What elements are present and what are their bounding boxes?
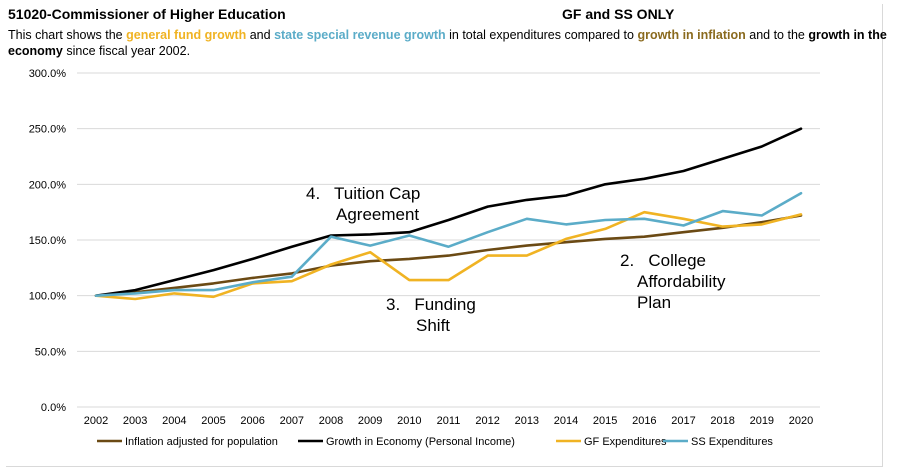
title-row: 51020-Commissioner of Higher Education G… xyxy=(8,6,888,24)
annotation-line: Shift xyxy=(416,316,450,335)
y-tick-label: 0.0% xyxy=(41,402,66,414)
x-tick-label: 2002 xyxy=(84,415,108,427)
y-tick-label: 200.0% xyxy=(29,179,67,191)
chart-header: 51020-Commissioner of Higher Education G… xyxy=(8,6,888,59)
x-tick-label: 2008 xyxy=(319,415,343,427)
annotation-line: 3. Funding xyxy=(386,295,476,314)
legend-label-economy: Growth in Economy (Personal Income) xyxy=(326,436,515,448)
y-tick-label: 250.0% xyxy=(29,124,67,136)
x-tick-label: 2007 xyxy=(280,415,304,427)
legend-label-inflation: Inflation adjusted for population xyxy=(125,436,278,448)
x-tick-label: 2016 xyxy=(632,415,656,427)
x-tick-label: 2014 xyxy=(554,415,578,427)
y-tick-label: 300.0% xyxy=(29,68,67,80)
x-tick-label: 2005 xyxy=(201,415,225,427)
series-line-inflation xyxy=(94,214,803,298)
desc-text-2: and xyxy=(246,28,275,42)
y-tick-label: 150.0% xyxy=(29,235,67,247)
chart-description: This chart shows the general fund growth… xyxy=(8,27,888,59)
series-line-ss xyxy=(94,191,803,298)
desc-text-1: This chart shows the xyxy=(8,28,127,42)
series-line-gf xyxy=(94,210,803,301)
desc-ss-highlight: state special revenue growth xyxy=(274,28,446,42)
desc-text-4: and to the xyxy=(745,28,809,42)
x-tick-label: 2010 xyxy=(397,415,421,427)
x-tick-label: 2017 xyxy=(671,415,695,427)
x-tick-label: 2006 xyxy=(240,415,264,427)
annotation-line: 4. Tuition Cap xyxy=(306,184,420,203)
x-tick-label: 2009 xyxy=(358,415,382,427)
x-tick-label: 2003 xyxy=(123,415,147,427)
series-line-economy xyxy=(94,127,803,298)
desc-text-5: since fiscal year 2002. xyxy=(62,44,191,58)
desc-inflation-highlight: growth in inflation xyxy=(637,28,746,42)
legend-label-gf: GF Expenditures xyxy=(584,436,667,448)
desc-economy-highlight: growth in the economy xyxy=(8,28,887,58)
annotation-line: 2. College xyxy=(620,251,706,270)
x-tick-label: 2015 xyxy=(593,415,617,427)
x-tick-label: 2011 xyxy=(437,415,461,427)
desc-gf-highlight: general fund growth xyxy=(126,28,247,42)
annotation-line: Agreement xyxy=(336,205,419,224)
chart-title: 51020-Commissioner of Higher Education xyxy=(8,6,286,22)
chart-scope-label: GF and SS ONLY xyxy=(562,6,675,22)
x-tick-label: 2012 xyxy=(475,415,499,427)
y-tick-label: 100.0% xyxy=(29,291,67,303)
x-tick-label: 2019 xyxy=(750,415,774,427)
annotation-line: Affordability xyxy=(637,272,726,291)
desc-text-3: in total expenditures compared to xyxy=(445,28,638,42)
x-tick-label: 2004 xyxy=(162,415,186,427)
x-tick-label: 2020 xyxy=(789,415,813,427)
y-tick-label: 50.0% xyxy=(35,346,66,358)
annotation-line: Plan xyxy=(637,293,671,312)
legend-label-ss: SS Expenditures xyxy=(691,436,773,448)
x-tick-label: 2018 xyxy=(710,415,734,427)
x-tick-label: 2013 xyxy=(515,415,539,427)
